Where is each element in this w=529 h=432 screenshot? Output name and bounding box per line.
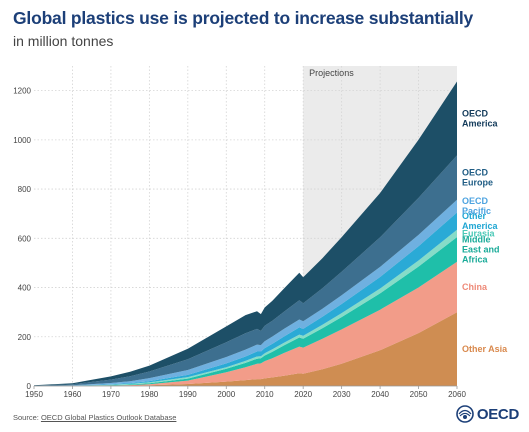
y-tick-label: 600 (18, 234, 32, 243)
x-tick-label: 2000 (217, 390, 235, 399)
legend-label: China (462, 282, 488, 292)
x-tick-label: 2020 (294, 390, 312, 399)
projection-label: Projections (309, 68, 354, 78)
x-tick-label: 2060 (448, 390, 466, 399)
x-tick-label: 1990 (179, 390, 197, 399)
y-tick-label: 1000 (13, 136, 31, 145)
chart-subtitle: in million tonnes (13, 33, 114, 49)
area-series (34, 261, 457, 386)
legend-label: Other Asia (462, 344, 508, 354)
legend-label: OECD America (462, 108, 499, 128)
legend-label: OECD Pacific (462, 196, 491, 216)
area-series (34, 312, 457, 386)
y-tick-label: 800 (18, 185, 32, 194)
source-link[interactable]: OECD Global Plastics Outlook Database (40, 413, 177, 422)
source-note: Source: OECD Global Plastics Outlook Dat… (13, 413, 176, 422)
area-series (34, 237, 457, 386)
source-prefix: Source: (13, 413, 41, 422)
x-tick-label: 2040 (371, 390, 389, 399)
area-series (34, 81, 457, 386)
y-tick-label: 400 (18, 284, 32, 293)
x-tick-label: 2010 (256, 390, 274, 399)
y-tick-label: 1200 (13, 87, 31, 96)
y-tick-label: 0 (27, 382, 32, 391)
x-tick-label: 1950 (25, 390, 43, 399)
oecd-logo: OECD (456, 405, 519, 423)
x-tick-label: 2050 (410, 390, 428, 399)
y-tick-label: 200 (18, 333, 32, 342)
legend-label: Eurasia (462, 228, 496, 238)
oecd-logo-text: OECD (476, 405, 519, 423)
x-tick-label: 1960 (64, 390, 82, 399)
x-tick-label: 1980 (140, 390, 158, 399)
chart-title: Global plastics use is projected to incr… (13, 8, 474, 28)
x-tick-label: 1970 (102, 390, 120, 399)
oecd-globe-icon (456, 405, 474, 423)
legend-label: OECD Europe (462, 168, 493, 188)
area-series (34, 155, 457, 386)
x-tick-label: 2030 (333, 390, 351, 399)
legend-label: Middle East and Africa (462, 234, 500, 264)
legend-label: Other America (462, 211, 499, 231)
